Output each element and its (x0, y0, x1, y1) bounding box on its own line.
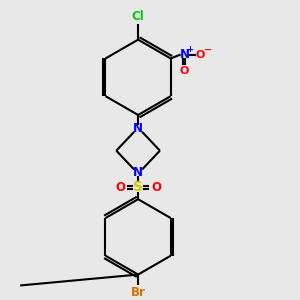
Text: O: O (115, 181, 125, 194)
Text: O: O (180, 66, 189, 76)
Text: Br: Br (131, 286, 146, 299)
Text: N: N (133, 122, 143, 135)
Text: Cl: Cl (132, 10, 145, 23)
Text: O: O (151, 181, 161, 194)
Text: O: O (196, 50, 205, 59)
Text: −: − (204, 45, 212, 55)
Text: N: N (180, 48, 190, 61)
Text: N: N (133, 166, 143, 179)
Text: S: S (133, 180, 143, 194)
Text: +: + (186, 45, 193, 54)
